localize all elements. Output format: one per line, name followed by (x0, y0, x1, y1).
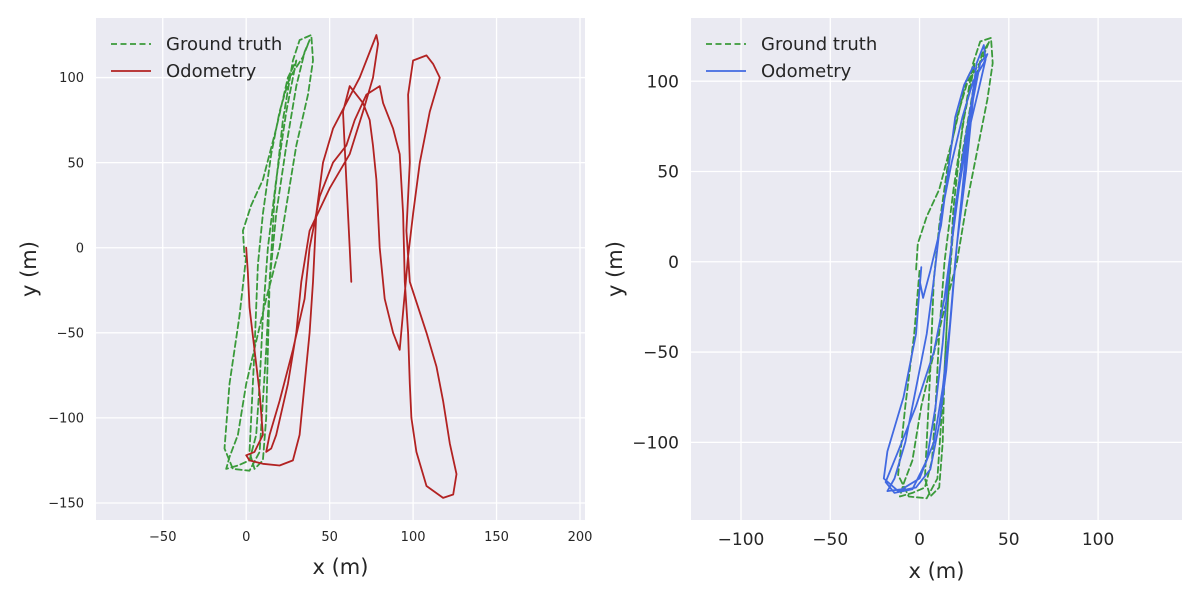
legend-label: Odometry (761, 61, 852, 82)
x-tick-label: 200 (568, 530, 593, 545)
legend: Ground truth Odometry (706, 34, 877, 82)
y-tick-label: 100 (647, 72, 679, 92)
y-tick-label: 50 (67, 156, 84, 171)
y-axis-title: y (m) (17, 241, 41, 297)
chart-panel-1: −50 0 50 100 150 200 −150 −100 −50 0 50 100 x (m) y (… (17, 18, 592, 579)
x-tick-label: −50 (812, 530, 848, 550)
x-axis-title: x (m) (909, 559, 965, 583)
x-tick-label: −50 (149, 530, 176, 545)
series-line-ground-truth (223, 34, 314, 472)
y-axis-title: y (m) (603, 241, 627, 297)
y-tick-label: 100 (59, 71, 84, 86)
legend-label: Ground truth (166, 34, 282, 55)
y-tick-label: −100 (48, 412, 84, 427)
legend-label: Ground truth (761, 34, 877, 55)
y-tick-label: −50 (57, 326, 84, 341)
plot-area (96, 18, 585, 520)
x-tick-label: 0 (242, 530, 250, 545)
plot-area (691, 18, 1182, 520)
x-tick-label: 50 (321, 530, 338, 545)
series-group (882, 37, 994, 500)
x-tick-label: −100 (718, 530, 765, 550)
x-axis-title: x (m) (313, 555, 369, 579)
x-tick-label: 100 (1082, 530, 1114, 550)
x-tick-label: 50 (998, 530, 1020, 550)
y-tick-label: −50 (643, 343, 679, 363)
chart-panel-2: −100 −50 0 50 100 −100 −50 0 50 100 x (m) y (m) Grou… (603, 18, 1182, 583)
y-tick-label: −150 (48, 497, 84, 512)
legend-label: Odometry (166, 61, 257, 82)
y-tick-label: −100 (632, 433, 679, 453)
series-line-odometry (882, 44, 989, 494)
y-tick-label: 0 (76, 241, 84, 256)
x-tick-label: 100 (401, 530, 426, 545)
y-tick-label: 50 (657, 163, 679, 183)
series-group (223, 34, 458, 499)
x-tick-label: 0 (914, 530, 925, 550)
series-line-odometry (245, 34, 458, 499)
y-tick-label: 0 (668, 253, 679, 273)
x-tick-label: 150 (484, 530, 509, 545)
legend: Ground truth Odometry (111, 34, 282, 82)
